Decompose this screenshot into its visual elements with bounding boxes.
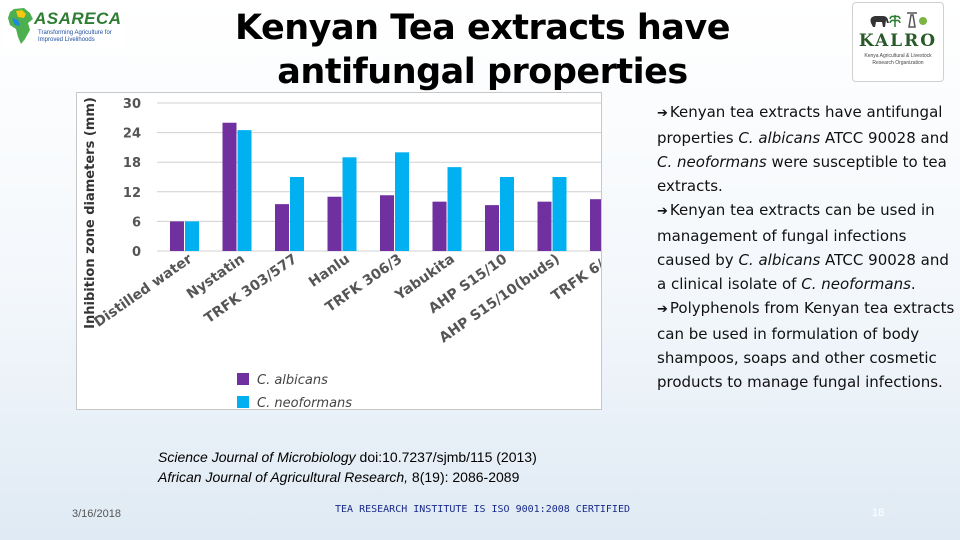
bar-neoformans (500, 177, 514, 251)
kalro-subtitle: Kenya Agricultural & Livestock Research … (864, 53, 932, 66)
citation-line-1: Science Journal of Microbiology doi:10.7… (158, 447, 638, 467)
inhibition-zone-bar-chart: 0 6 12 18 24 30 Inhibition zone diameters (mm)… (83, 97, 601, 409)
bullet-text: were susceptible to tea extracts. (657, 153, 947, 195)
chart-panel: 0 6 12 18 24 30 Inhibition zone diameters (mm)… (76, 92, 602, 410)
species-name: C. neoformans (657, 153, 767, 171)
y-tick-label: 0 (132, 245, 141, 260)
species-name: C. neoformans (801, 275, 911, 293)
bar-albicans (537, 201, 552, 251)
bar-albicans (432, 201, 447, 251)
bar-neoformans (342, 157, 357, 251)
bullet-text: Kenyan tea extracts can be used in manag… (657, 201, 935, 269)
arrow-bullet-icon: ➔ (657, 106, 668, 121)
x-tick-label: TRFK 303/577 (202, 251, 301, 327)
citation-journal-1: Science Journal of Microbiology (158, 449, 356, 465)
asareca-brand: ASARECA (34, 9, 122, 28)
bullet-item: ➔ Kenyan tea extracts have antifungal pro… (657, 100, 957, 198)
footer-certification: TEA RESEARCH INSTITUTE IS ISO 9001:2008 … (334, 504, 630, 515)
bar-albicans (275, 204, 289, 251)
slide-number: 18 (872, 507, 885, 519)
bar-neoformans (447, 167, 462, 251)
citation-line-2: African Journal of Agricultural Research… (158, 467, 638, 487)
legend-swatch (237, 396, 249, 408)
x-tick-label: Distilled water (91, 251, 195, 331)
y-tick-label: 24 (123, 127, 141, 142)
bullet-text: ATCC 90028 and (820, 129, 949, 147)
kalro-logo: KALRO Kenya Agricultural & Livestock Res… (852, 2, 944, 82)
bullet-text: . (910, 275, 916, 293)
y-tick-label: 30 (123, 97, 141, 112)
bar-neoformans (237, 130, 252, 251)
legend-swatch (237, 373, 249, 385)
legend-label: C. albicans (257, 373, 328, 388)
kalro-brand: KALRO (858, 31, 938, 51)
bullet-item: ➔ Kenyan tea extracts can be used in mana… (657, 198, 957, 296)
citation-details-2: 8(19): 2086-2089 (408, 469, 520, 485)
livestock-crop-emblem-icon (870, 12, 927, 28)
asareca-tagline: Transforming Agriculture for Improved Li… (38, 30, 112, 43)
bar-albicans (485, 205, 499, 251)
title-line-1: Kenyan Tea extracts have (235, 8, 730, 48)
y-tick-label: 12 (123, 186, 141, 201)
bullet-text: ATCC 90028 and a clinical isolate of (657, 251, 949, 293)
footer-date: 3/16/2018 (72, 508, 121, 520)
slide-title: Kenyan Tea extracts have antifungal prop… (190, 6, 775, 94)
y-axis-label: Inhibition zone diameters (mm) (83, 97, 98, 329)
citation: Science Journal of Microbiology doi:10.7… (158, 447, 638, 487)
bullet-text: Kenyan tea extracts have antifungal prop… (657, 103, 943, 147)
bar-neoformans (552, 177, 567, 251)
bar-albicans (590, 199, 601, 251)
bullet-text: Polyphenols from Kenyan tea extracts can… (657, 299, 955, 391)
citation-journal-2: African Journal of Agricultural Research… (158, 469, 409, 485)
y-tick-label: 6 (132, 215, 141, 230)
x-tick-label: Hanlu (306, 251, 353, 290)
bullet-list: ➔ Kenyan tea extracts have antifungal pro… (657, 100, 957, 394)
bar-albicans (327, 196, 342, 251)
species-name: C. albicans (738, 129, 821, 147)
bullet-item: ➔ Polyphenols from Kenyan tea extracts ca… (657, 296, 957, 394)
bar-neoformans (185, 221, 199, 251)
legend-label: C. neoformans (257, 396, 352, 409)
africa-map-icon (8, 8, 33, 44)
species-name: C. albicans (738, 251, 821, 269)
bar-neoformans (290, 177, 304, 251)
arrow-bullet-icon: ➔ (657, 302, 668, 317)
asareca-logo: ASARECA Transforming Agriculture for Imp… (4, 4, 126, 48)
bar-albicans (222, 122, 237, 251)
arrow-bullet-icon: ➔ (657, 204, 668, 219)
title-line-2: antifungal properties (277, 52, 688, 92)
bar-neoformans (395, 152, 409, 251)
bar-albicans (170, 221, 184, 251)
citation-details-1: doi:10.7237/sjmb/115 (2013) (355, 449, 537, 465)
bar-albicans (380, 195, 394, 251)
y-tick-label: 18 (123, 156, 141, 171)
